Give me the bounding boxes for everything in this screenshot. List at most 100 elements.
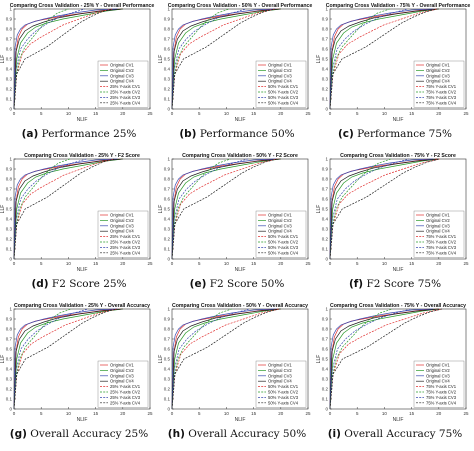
y-tick-label: 0.9	[164, 167, 171, 172]
x-tick-label: 20	[278, 261, 284, 266]
x-tick-label: 15	[251, 411, 257, 416]
legend	[413, 210, 465, 258]
panel-c: Comparing Cross Validation - 75% Y - Ove…	[316, 0, 474, 150]
series-line-y-axis-cv1	[329, 308, 443, 410]
x-tick-label: 0	[329, 411, 332, 416]
legend-entry: 75% Y-axis CV1	[426, 234, 457, 239]
x-tick-label: 5	[40, 261, 43, 266]
y-axis-label: LLF	[0, 205, 6, 214]
x-axis-label: NLIF	[77, 267, 88, 273]
series-line-original-cv4	[171, 158, 281, 260]
y-tick-label: 0.2	[6, 387, 13, 392]
y-tick-label: 0.4	[164, 217, 171, 222]
caption-text: F2 Score 50%	[209, 278, 285, 290]
x-tick-label: 0	[171, 411, 174, 416]
series-line-y-axis-cv1	[13, 158, 115, 260]
caption-letter: (h)	[167, 428, 185, 440]
legend-entry: Original CV3	[268, 73, 292, 78]
x-axis-label: NLIF	[77, 417, 88, 423]
series-line-y-axis-cv2	[171, 8, 230, 110]
panel-f: Comparing Cross Validation - 75% Y - F2 …	[316, 150, 474, 300]
series-line-y-axis-cv1	[329, 8, 438, 110]
legend	[97, 210, 149, 258]
x-tick-label: 0	[13, 411, 16, 416]
y-tick-label: 0.1	[322, 97, 329, 102]
series-line-y-axis-cv1	[329, 158, 440, 260]
series-line-y-axis-cv3	[13, 308, 89, 410]
x-tick-label: 25	[463, 261, 469, 266]
x-tick-label: 15	[251, 111, 257, 116]
x-tick-label: 25	[305, 261, 311, 266]
caption-g: (g) Overall Accuracy 25%	[0, 428, 158, 440]
x-tick-label: 25	[463, 111, 469, 116]
panel-h: Comparing Cross Validation - 50% Y - Ove…	[158, 300, 316, 450]
legend-entry: 75% Y-axis CV2	[426, 90, 457, 95]
y-tick-label: 0.1	[322, 247, 329, 252]
series-line-y-axis-cv3	[13, 158, 87, 260]
legend-entry: 50% Y-axis CV1	[268, 384, 299, 389]
legend-entry: Original CV1	[110, 363, 134, 368]
y-tick-label: 0.1	[6, 97, 13, 102]
caption-e: (e) F2 Score 50%	[158, 278, 316, 290]
chart-a: Comparing Cross Validation - 25% Y - Ove…	[0, 3, 154, 123]
y-tick-label: 0.7	[6, 337, 13, 342]
x-tick-label: 10	[382, 111, 388, 116]
x-tick-label: 5	[198, 261, 201, 266]
legend-entry: Original CV2	[426, 68, 450, 73]
y-tick-label: 0.6	[322, 197, 329, 202]
legend	[255, 60, 307, 108]
series-line-y-axis-cv4	[13, 308, 117, 410]
y-tick-label: 0.3	[322, 377, 329, 382]
y-tick-label: 1	[325, 157, 328, 162]
chart-b: Comparing Cross Validation - 50% Y - Ove…	[158, 3, 312, 123]
y-tick-label: 0.3	[164, 77, 171, 82]
legend	[413, 360, 465, 408]
y-tick-label: 0.2	[164, 387, 171, 392]
legend-entry: Original CV2	[110, 368, 134, 373]
x-tick-label: 5	[40, 111, 43, 116]
y-tick-label: 0.3	[6, 77, 13, 82]
legend-entry: 25% Y-axis CV2	[110, 240, 141, 245]
x-tick-label: 20	[436, 261, 442, 266]
x-axis-label: NLIF	[393, 267, 404, 273]
y-tick-label: 0.3	[6, 377, 13, 382]
x-axis-label: NLIF	[235, 267, 246, 273]
legend-entry: 75% Y-axis CV1	[426, 84, 457, 89]
y-tick-label: 1	[9, 7, 12, 12]
x-axis-label: NLIF	[77, 117, 88, 123]
y-tick-label: 0	[9, 407, 12, 412]
chart-title: Comparing Cross Validation - 50% Y - Ove…	[172, 303, 308, 309]
chart-e: Comparing Cross Validation - 50% Y - F2 …	[158, 153, 311, 273]
legend	[97, 360, 149, 408]
series-line-original-cv2	[329, 308, 439, 410]
legend-entry: Original CV4	[268, 229, 292, 234]
legend-entry: 25% Y-axis CV1	[110, 384, 141, 389]
caption-text: Overall Accuracy 50%	[188, 428, 307, 440]
series-line-y-axis-cv1	[13, 8, 113, 110]
legend-entry: 25% Y-axis CV4	[110, 400, 141, 405]
series-line-y-axis-cv2	[13, 158, 70, 260]
legend-entry: 25% Y-axis CV1	[110, 234, 141, 239]
legend-entry: Original CV3	[110, 73, 134, 78]
caption-letter: (i)	[327, 428, 341, 440]
legend-entry: 50% Y-axis CV3	[268, 245, 299, 250]
series-line-y-axis-cv1	[171, 8, 275, 110]
y-tick-label: 0.6	[322, 47, 329, 52]
y-tick-label: 0.4	[6, 217, 13, 222]
legend-entry: 75% Y-axis CV2	[426, 390, 457, 395]
legend-entry: 75% Y-axis CV4	[426, 250, 457, 255]
legend-entry: Original CV2	[110, 68, 134, 73]
series-line-original-cv4	[13, 158, 123, 260]
x-axis-label: NLIF	[393, 417, 404, 423]
y-axis-label: LLF	[316, 355, 322, 364]
legend-entry: Original CV4	[110, 229, 134, 234]
panel-d: Comparing Cross Validation - 25% Y - F2 …	[0, 150, 158, 300]
x-tick-label: 15	[409, 261, 415, 266]
legend-entry: Original CV1	[426, 63, 450, 68]
series-line-original-cv3	[13, 308, 118, 410]
x-tick-label: 15	[93, 261, 99, 266]
y-tick-label: 0.9	[322, 17, 329, 22]
x-tick-label: 15	[93, 411, 99, 416]
y-tick-label: 1	[325, 307, 328, 312]
x-tick-label: 0	[329, 261, 332, 266]
